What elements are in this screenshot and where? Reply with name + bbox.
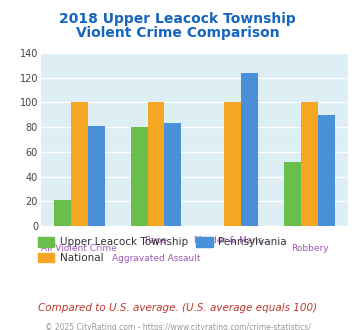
Text: Rape: Rape: [144, 236, 168, 245]
Bar: [71, 102, 88, 226]
Bar: [224, 102, 241, 226]
Bar: [88, 126, 104, 226]
Legend: Upper Leacock Township, National, Pennsylvania: Upper Leacock Township, National, Pennsy…: [34, 233, 291, 267]
Text: 2018 Upper Leacock Township: 2018 Upper Leacock Township: [59, 12, 296, 25]
Bar: [318, 115, 335, 226]
Text: Violent Crime Comparison: Violent Crime Comparison: [76, 26, 279, 40]
Text: Murder & Mans...: Murder & Mans...: [194, 236, 272, 245]
Bar: [54, 200, 71, 226]
Text: Aggravated Assault: Aggravated Assault: [112, 254, 200, 263]
Bar: [284, 162, 301, 226]
Bar: [241, 73, 258, 226]
Bar: [301, 102, 318, 226]
Bar: [164, 123, 181, 226]
Text: © 2025 CityRating.com - https://www.cityrating.com/crime-statistics/: © 2025 CityRating.com - https://www.city…: [45, 323, 310, 330]
Text: Compared to U.S. average. (U.S. average equals 100): Compared to U.S. average. (U.S. average …: [38, 303, 317, 313]
Bar: [148, 102, 164, 226]
Bar: [131, 127, 148, 226]
Text: Robbery: Robbery: [291, 244, 328, 253]
Text: All Violent Crime: All Violent Crime: [41, 244, 117, 253]
